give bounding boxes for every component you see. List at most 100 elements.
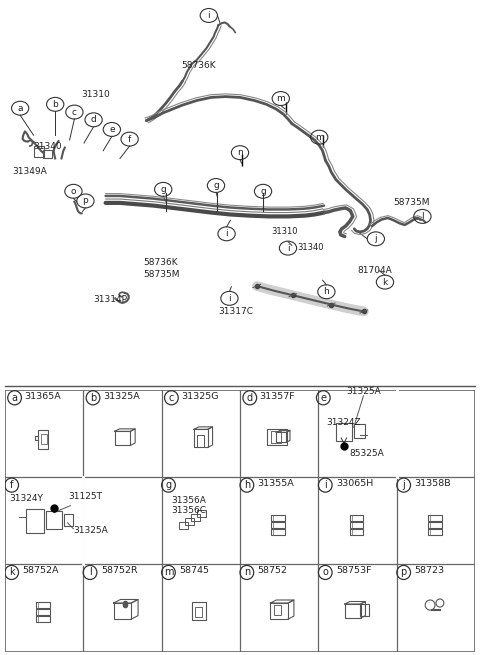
Text: i: i: [228, 294, 231, 303]
Text: d: d: [247, 393, 253, 403]
Bar: [267, 430, 287, 445]
Bar: [26, 509, 44, 533]
Text: l: l: [421, 212, 424, 221]
Bar: [197, 436, 204, 447]
Bar: [350, 515, 363, 521]
Bar: [46, 511, 61, 529]
Bar: [428, 529, 442, 535]
Text: i: i: [225, 229, 228, 238]
Bar: [271, 515, 285, 521]
Bar: [336, 423, 352, 441]
Text: g: g: [160, 185, 166, 194]
Bar: [354, 424, 365, 438]
Text: m: m: [164, 567, 173, 578]
Text: 31340: 31340: [298, 243, 324, 252]
Text: 31365A: 31365A: [24, 392, 61, 401]
Bar: [115, 432, 130, 445]
Text: 58736K: 58736K: [181, 61, 216, 70]
Bar: [428, 515, 442, 521]
Text: i: i: [207, 11, 210, 20]
Bar: [36, 609, 50, 615]
Bar: [271, 432, 281, 443]
Bar: [192, 602, 206, 620]
Text: 31340: 31340: [34, 142, 62, 151]
Text: a: a: [12, 393, 18, 403]
Text: 31356A: 31356A: [171, 496, 206, 504]
Text: n: n: [244, 567, 250, 578]
Text: h: h: [244, 480, 250, 490]
Text: 31325A: 31325A: [346, 386, 381, 396]
Text: 31324Y: 31324Y: [10, 494, 44, 502]
Text: j: j: [402, 480, 405, 490]
Bar: [345, 604, 360, 618]
Bar: [350, 522, 363, 528]
Bar: [350, 529, 363, 535]
Bar: [274, 605, 281, 615]
Bar: [36, 616, 50, 622]
Text: b: b: [90, 393, 96, 403]
Text: e: e: [109, 125, 115, 134]
Text: p: p: [400, 567, 407, 578]
Text: 58753F: 58753F: [336, 567, 372, 575]
Text: o: o: [323, 567, 328, 578]
Bar: [428, 522, 442, 528]
Text: m: m: [276, 94, 285, 103]
Text: k: k: [9, 567, 14, 578]
Bar: [38, 430, 48, 449]
Text: c: c: [72, 107, 77, 117]
Text: 31310: 31310: [82, 90, 110, 99]
Text: 31349A: 31349A: [12, 167, 47, 176]
Text: l: l: [89, 567, 91, 578]
Text: j: j: [374, 234, 377, 243]
Text: 58736K: 58736K: [143, 258, 178, 267]
Bar: [114, 603, 131, 619]
Bar: [195, 607, 202, 617]
Text: 58735M: 58735M: [394, 198, 430, 208]
Text: 58723: 58723: [414, 567, 444, 575]
Text: 31324Z: 31324Z: [326, 419, 361, 427]
Text: b: b: [52, 100, 58, 109]
Text: 85325A: 85325A: [350, 449, 384, 458]
Bar: [276, 432, 286, 443]
Text: 31358B: 31358B: [414, 479, 451, 488]
Bar: [34, 145, 44, 157]
Text: 31325A: 31325A: [103, 392, 140, 401]
Bar: [63, 514, 73, 526]
Text: 31355A: 31355A: [258, 479, 294, 488]
Text: 31317C: 31317C: [218, 307, 253, 316]
Text: 31314P: 31314P: [94, 295, 128, 304]
Text: 31325G: 31325G: [181, 392, 219, 401]
Text: 31356C: 31356C: [171, 506, 206, 515]
Text: n: n: [237, 148, 243, 157]
Text: 58735M: 58735M: [143, 270, 180, 279]
Text: 31125T: 31125T: [69, 491, 103, 500]
Bar: [360, 604, 370, 616]
Text: 58752A: 58752A: [23, 567, 59, 575]
Text: e: e: [320, 393, 326, 403]
Bar: [271, 522, 285, 528]
Bar: [43, 150, 52, 159]
Bar: [36, 602, 50, 608]
Text: g: g: [213, 181, 219, 190]
Text: i: i: [287, 244, 289, 253]
Text: 31325A: 31325A: [73, 526, 108, 535]
Text: d: d: [91, 115, 96, 124]
Bar: [191, 514, 200, 521]
Text: c: c: [168, 393, 174, 403]
Text: g: g: [260, 187, 266, 196]
Text: h: h: [324, 288, 329, 296]
Text: a: a: [17, 103, 23, 113]
Text: 31310: 31310: [271, 227, 298, 236]
Bar: [41, 434, 47, 445]
Bar: [185, 517, 194, 525]
Bar: [179, 522, 188, 529]
Text: 81704A: 81704A: [358, 266, 392, 275]
Bar: [270, 603, 288, 619]
Bar: [197, 510, 206, 517]
Text: m: m: [315, 133, 324, 141]
Text: 33065H: 33065H: [336, 479, 373, 488]
Text: 58752R: 58752R: [101, 567, 137, 575]
Text: 58745: 58745: [179, 567, 209, 575]
Bar: [271, 529, 285, 535]
Text: o: o: [71, 187, 76, 196]
